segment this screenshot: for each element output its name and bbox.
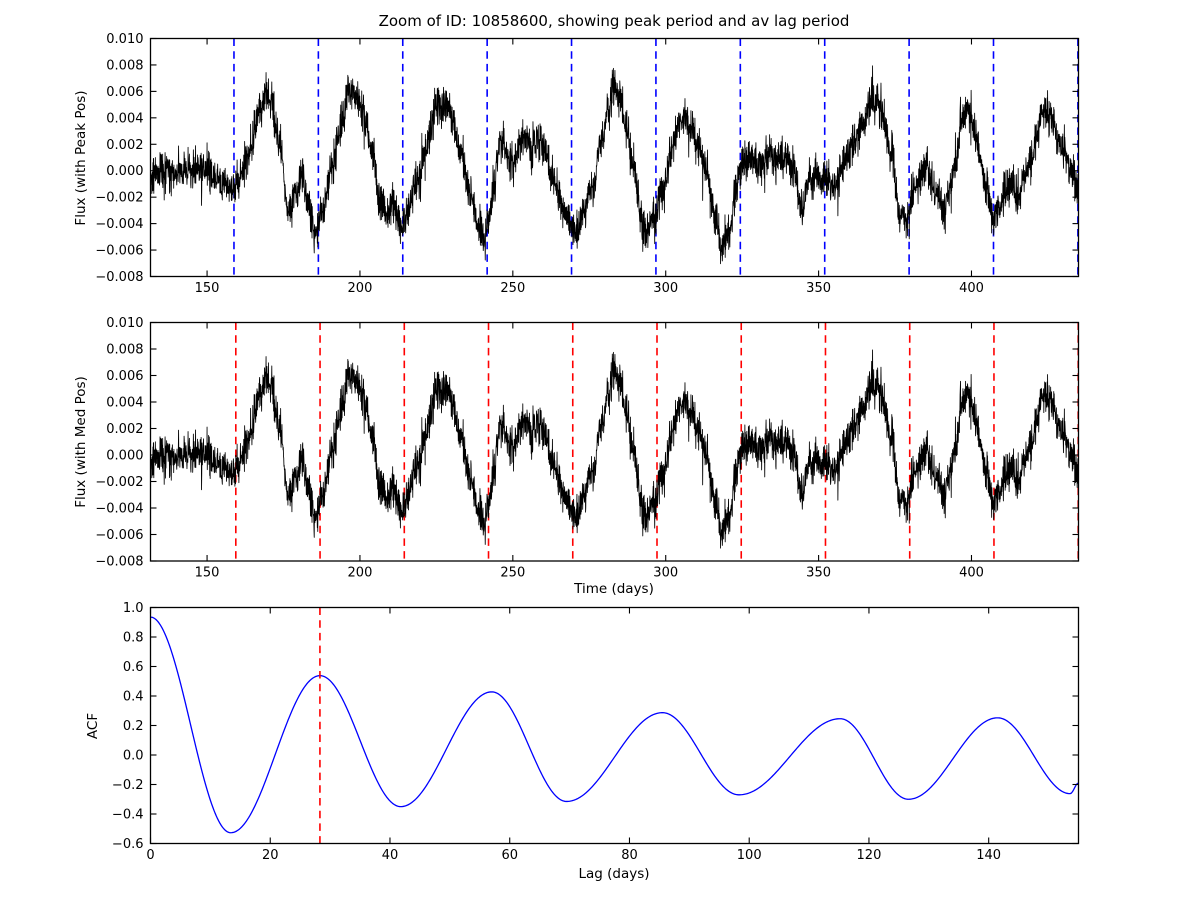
ylabel-acf: ACF — [85, 712, 101, 739]
y-tick-label: 1.0 — [123, 601, 144, 616]
xlabel-lag-days: Lag (days) — [578, 866, 650, 882]
ylabel-flux-peak: Flux (with Peak Pos) — [73, 89, 89, 226]
x-tick-label: 120 — [857, 848, 882, 863]
acf-line — [150, 616, 1079, 834]
flux-series-line — [150, 349, 1079, 549]
flux_peak-plot: 150 200 250 300 350 400 0.010 0.008 0.006 0.004 0.… — [95, 32, 1080, 296]
x-tick-label: 150 — [195, 566, 220, 581]
y-tick-label: −0.008 — [95, 270, 143, 285]
y-tick-label: 0.008 — [106, 343, 143, 358]
y-tick-label: 0.004 — [106, 111, 143, 126]
y-tick-label: 0.002 — [106, 138, 143, 153]
y-tick-label: 0.8 — [123, 631, 144, 646]
flux_med-spines — [149, 321, 1080, 562]
y-tick-label: 0.006 — [106, 369, 143, 384]
x-tick-label: 250 — [500, 566, 525, 581]
y-tick-label: 0.000 — [106, 449, 143, 464]
y-tick-label: 0.004 — [106, 396, 143, 411]
acf-ticks — [149, 606, 1079, 845]
figure-title: Zoom of ID: 10858600, showing peak perio… — [378, 12, 850, 30]
x-tick-label: 150 — [195, 281, 220, 296]
flux_peak-vlines — [233, 38, 1079, 277]
y-tick-label: −0.2 — [112, 778, 144, 793]
x-tick-label: 100 — [737, 848, 762, 863]
x-tick-label: 200 — [348, 566, 373, 581]
y-tick-label: 0.000 — [106, 164, 143, 179]
x-tick-label: 350 — [806, 566, 831, 581]
y-tick-label: 0.4 — [123, 690, 144, 705]
x-tick-label: 400 — [959, 281, 984, 296]
y-tick-label: 0.6 — [123, 660, 144, 675]
x-tick-label: 300 — [653, 281, 678, 296]
acf-plot: 0 20 40 60 80 100 120 140 1.0 0.8 0.6 0.4 0.2 0.0 −0.2… — [112, 601, 1080, 863]
flux_peak-ticks — [150, 37, 1079, 278]
x-tick-label: 80 — [621, 848, 638, 863]
x-tick-label: 20 — [262, 848, 279, 863]
y-tick-label: 0.010 — [106, 32, 143, 47]
y-tick-label: −0.006 — [95, 244, 143, 259]
ylabel-flux-med: Flux (with Med Pos) — [73, 376, 89, 508]
y-tick-label: −0.008 — [95, 555, 143, 570]
y-tick-label: −0.004 — [95, 217, 143, 232]
y-tick-label: −0.002 — [95, 191, 143, 206]
y-tick-label: −0.002 — [95, 475, 143, 490]
x-tick-label: 0 — [146, 848, 154, 863]
y-tick-label: −0.004 — [95, 502, 143, 517]
x-tick-label: 400 — [959, 566, 984, 581]
flux_peak-spines — [149, 37, 1080, 278]
x-tick-label: 300 — [653, 566, 678, 581]
flux_peak-tick-labels: 150 200 250 300 350 400 0.010 0.008 0.006 0.004 0.… — [95, 32, 984, 296]
acf-spines — [149, 606, 1080, 845]
x-tick-label: 250 — [500, 281, 525, 296]
y-tick-label: 0.2 — [123, 719, 144, 734]
xlabel-time-days: Time (days) — [574, 581, 654, 597]
y-tick-label: −0.6 — [112, 837, 144, 852]
x-tick-label: 350 — [806, 281, 831, 296]
flux_med-tick-labels: 150 200 250 300 350 400 0.010 0.008 0.006 0.004 0.… — [95, 316, 984, 581]
y-tick-label: 0.002 — [106, 422, 143, 437]
y-tick-label: 0.006 — [106, 85, 143, 100]
x-tick-label: 60 — [501, 848, 518, 863]
x-tick-label: 40 — [382, 848, 399, 863]
flux-series-line — [150, 65, 1079, 265]
x-tick-label: 140 — [976, 848, 1001, 863]
flux_med-ticks — [150, 321, 1079, 562]
y-tick-label: −0.4 — [112, 808, 144, 823]
flux_med-plot: 150 200 250 300 350 400 0.010 0.008 0.006 0.004 0.… — [95, 316, 1080, 581]
y-tick-label: −0.006 — [95, 528, 143, 543]
x-tick-label: 200 — [348, 281, 373, 296]
y-tick-label: 0.010 — [106, 316, 143, 331]
y-tick-label: 0.008 — [106, 58, 143, 73]
y-tick-label: 0.0 — [123, 749, 144, 764]
acf-tick-labels: 0 20 40 60 80 100 120 140 1.0 0.8 0.6 0.4 0.2 0.0 −0.2… — [112, 601, 1001, 863]
flux_med-vlines — [235, 322, 1079, 561]
